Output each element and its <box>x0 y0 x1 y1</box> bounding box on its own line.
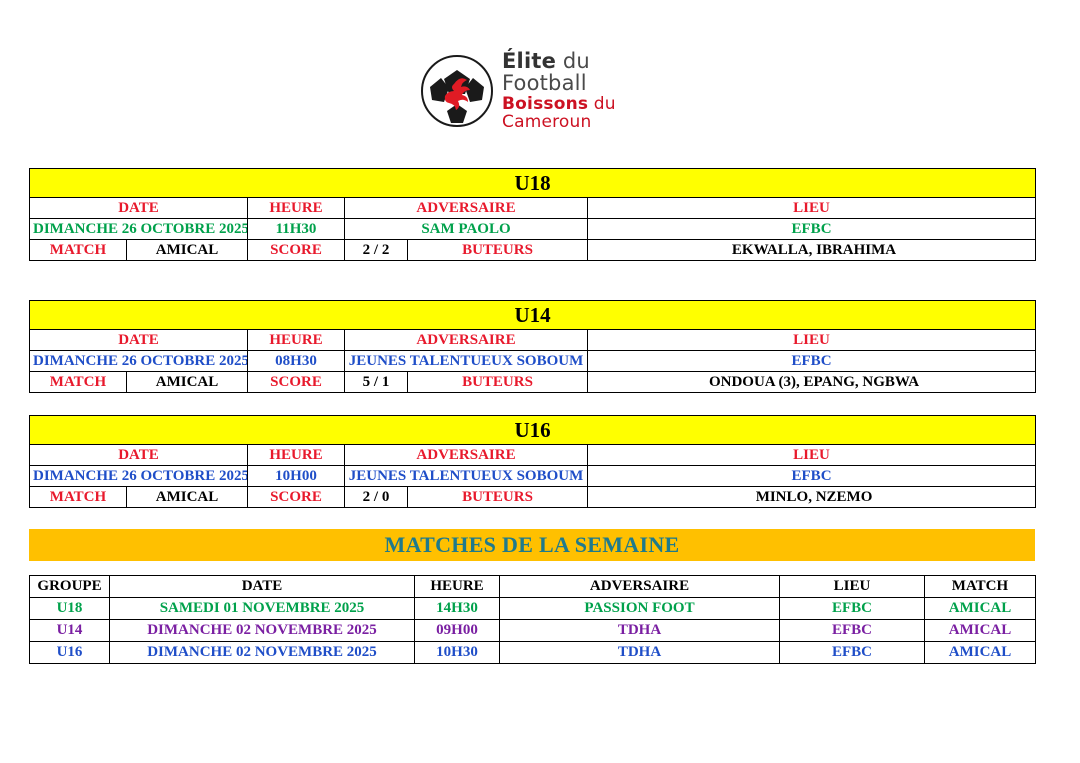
week-cell-date: DIMANCHE 02 NOVEMBRE 2025 <box>109 641 415 664</box>
value-score: 2 / 0 <box>344 486 408 508</box>
cell-lieu: EFBC <box>586 218 1037 240</box>
match-row: DIMANCHE 26 OCTOBRE 2025 08H30 JEUNES TA… <box>29 350 1037 372</box>
week-header-match: MATCH <box>924 575 1036 598</box>
cell-heure: 11H30 <box>247 218 345 240</box>
header-adversaire: ADVERSAIRE <box>344 197 588 219</box>
results-table-u16: U16 DATE HEURE ADVERSAIRE LIEU DIMANCHE … <box>28 415 1037 508</box>
header-heure: HEURE <box>247 197 345 219</box>
category-title: U14 <box>28 300 1037 330</box>
week-cell-groupe: U16 <box>29 641 110 664</box>
column-header-row: DATE HEURE ADVERSAIRE LIEU <box>29 444 1037 466</box>
value-score: 5 / 1 <box>344 371 408 393</box>
header-lieu: LIEU <box>586 444 1037 466</box>
header-date: DATE <box>29 197 248 219</box>
label-score: SCORE <box>247 486 345 508</box>
label-buteurs: BUTEURS <box>407 371 588 393</box>
week-cell-adversaire: PASSION FOOT <box>499 597 780 620</box>
week-cell-match: AMICAL <box>924 619 1036 642</box>
match-row: DIMANCHE 26 OCTOBRE 2025 10H00 JEUNES TA… <box>29 465 1037 487</box>
category-title: U18 <box>28 168 1037 198</box>
value-buteurs: EKWALLA, IBRAHIMA <box>586 239 1037 261</box>
cell-adversaire: JEUNES TALENTUEUX SOBOUM <box>344 465 588 487</box>
value-buteurs: ONDOUA (3), EPANG, NGBWA <box>586 371 1037 393</box>
week-cell-heure: 14H30 <box>414 597 500 620</box>
week-cell-lieu: EFBC <box>779 619 925 642</box>
table-row: U18 SAMEDI 01 NOVEMBRE 2025 14H30 PASSIO… <box>29 597 1036 620</box>
soccer-ball-icon <box>420 54 494 128</box>
week-header-heure: HEURE <box>414 575 500 598</box>
cell-heure: 10H00 <box>247 465 345 487</box>
label-buteurs: BUTEURS <box>407 239 588 261</box>
header-adversaire: ADVERSAIRE <box>344 444 588 466</box>
week-matches-banner: MATCHES DE LA SEMAINE <box>29 529 1035 561</box>
label-match: MATCH <box>29 486 127 508</box>
category-title-row: U16 <box>28 415 1037 445</box>
header-heure: HEURE <box>247 444 345 466</box>
category-title-row: U14 <box>28 300 1037 330</box>
week-cell-heure: 10H30 <box>414 641 500 664</box>
cell-date: DIMANCHE 26 OCTOBRE 2025 <box>29 465 248 487</box>
week-header-lieu: LIEU <box>779 575 925 598</box>
match-detail-row: MATCH AMICAL SCORE 2 / 2 BUTEURS EKWALLA… <box>29 239 1037 261</box>
table-row: U14 DIMANCHE 02 NOVEMBRE 2025 09H00 TDHA… <box>29 619 1036 642</box>
label-score: SCORE <box>247 239 345 261</box>
week-cell-date: SAMEDI 01 NOVEMBRE 2025 <box>109 597 415 620</box>
week-cell-date: DIMANCHE 02 NOVEMBRE 2025 <box>109 619 415 642</box>
week-matches-table: GROUPE DATE HEURE ADVERSAIRE LIEU MATCH … <box>29 575 1036 664</box>
week-matches-title: MATCHES DE LA SEMAINE <box>384 532 680 557</box>
value-match: AMICAL <box>126 486 248 508</box>
week-cell-lieu: EFBC <box>779 597 925 620</box>
week-cell-groupe: U14 <box>29 619 110 642</box>
results-table-u18: U18 DATE HEURE ADVERSAIRE LIEU DIMANCHE … <box>28 168 1037 261</box>
header-adversaire: ADVERSAIRE <box>344 329 588 351</box>
category-title-row: U18 <box>28 168 1037 198</box>
header-date: DATE <box>29 444 248 466</box>
cell-date: DIMANCHE 26 OCTOBRE 2025 <box>29 350 248 372</box>
category-title: U16 <box>28 415 1037 445</box>
week-header-date: DATE <box>109 575 415 598</box>
label-match: MATCH <box>29 239 127 261</box>
brand-logo: Élite du Football Boissons du Cameroun <box>420 50 680 132</box>
header-lieu: LIEU <box>586 197 1037 219</box>
cell-adversaire: JEUNES TALENTUEUX SOBOUM <box>344 350 588 372</box>
cell-adversaire: SAM PAOLO <box>344 218 588 240</box>
value-match: AMICAL <box>126 371 248 393</box>
cell-heure: 08H30 <box>247 350 345 372</box>
header-heure: HEURE <box>247 329 345 351</box>
week-header-row: GROUPE DATE HEURE ADVERSAIRE LIEU MATCH <box>29 575 1036 598</box>
week-cell-lieu: EFBC <box>779 641 925 664</box>
brand-wordmark: Élite du Football Boissons du Cameroun <box>502 50 680 132</box>
label-buteurs: BUTEURS <box>407 486 588 508</box>
value-score: 2 / 2 <box>344 239 408 261</box>
table-row: U16 DIMANCHE 02 NOVEMBRE 2025 10H30 TDHA… <box>29 641 1036 664</box>
cell-lieu: EFBC <box>586 350 1037 372</box>
header-lieu: LIEU <box>586 329 1037 351</box>
brand-line-2: Boissons du Cameroun <box>502 94 616 133</box>
column-header-row: DATE HEURE ADVERSAIRE LIEU <box>29 197 1037 219</box>
cell-date: DIMANCHE 26 OCTOBRE 2025 <box>29 218 248 240</box>
week-header-groupe: GROUPE <box>29 575 110 598</box>
week-cell-adversaire: TDHA <box>499 619 780 642</box>
label-score: SCORE <box>247 371 345 393</box>
label-match: MATCH <box>29 371 127 393</box>
header-date: DATE <box>29 329 248 351</box>
week-cell-heure: 09H00 <box>414 619 500 642</box>
cell-lieu: EFBC <box>586 465 1037 487</box>
match-detail-row: MATCH AMICAL SCORE 5 / 1 BUTEURS ONDOUA … <box>29 371 1037 393</box>
match-detail-row: MATCH AMICAL SCORE 2 / 0 BUTEURS MINLO, … <box>29 486 1037 508</box>
week-header-adversaire: ADVERSAIRE <box>499 575 780 598</box>
week-cell-match: AMICAL <box>924 641 1036 664</box>
value-buteurs: MINLO, NZEMO <box>586 486 1037 508</box>
results-table-u14: U14 DATE HEURE ADVERSAIRE LIEU DIMANCHE … <box>28 300 1037 393</box>
match-row: DIMANCHE 26 OCTOBRE 2025 11H30 SAM PAOLO… <box>29 218 1037 240</box>
value-match: AMICAL <box>126 239 248 261</box>
week-cell-adversaire: TDHA <box>499 641 780 664</box>
brand-line-1: Élite du Football <box>502 49 590 96</box>
column-header-row: DATE HEURE ADVERSAIRE LIEU <box>29 329 1037 351</box>
week-cell-groupe: U18 <box>29 597 110 620</box>
week-cell-match: AMICAL <box>924 597 1036 620</box>
